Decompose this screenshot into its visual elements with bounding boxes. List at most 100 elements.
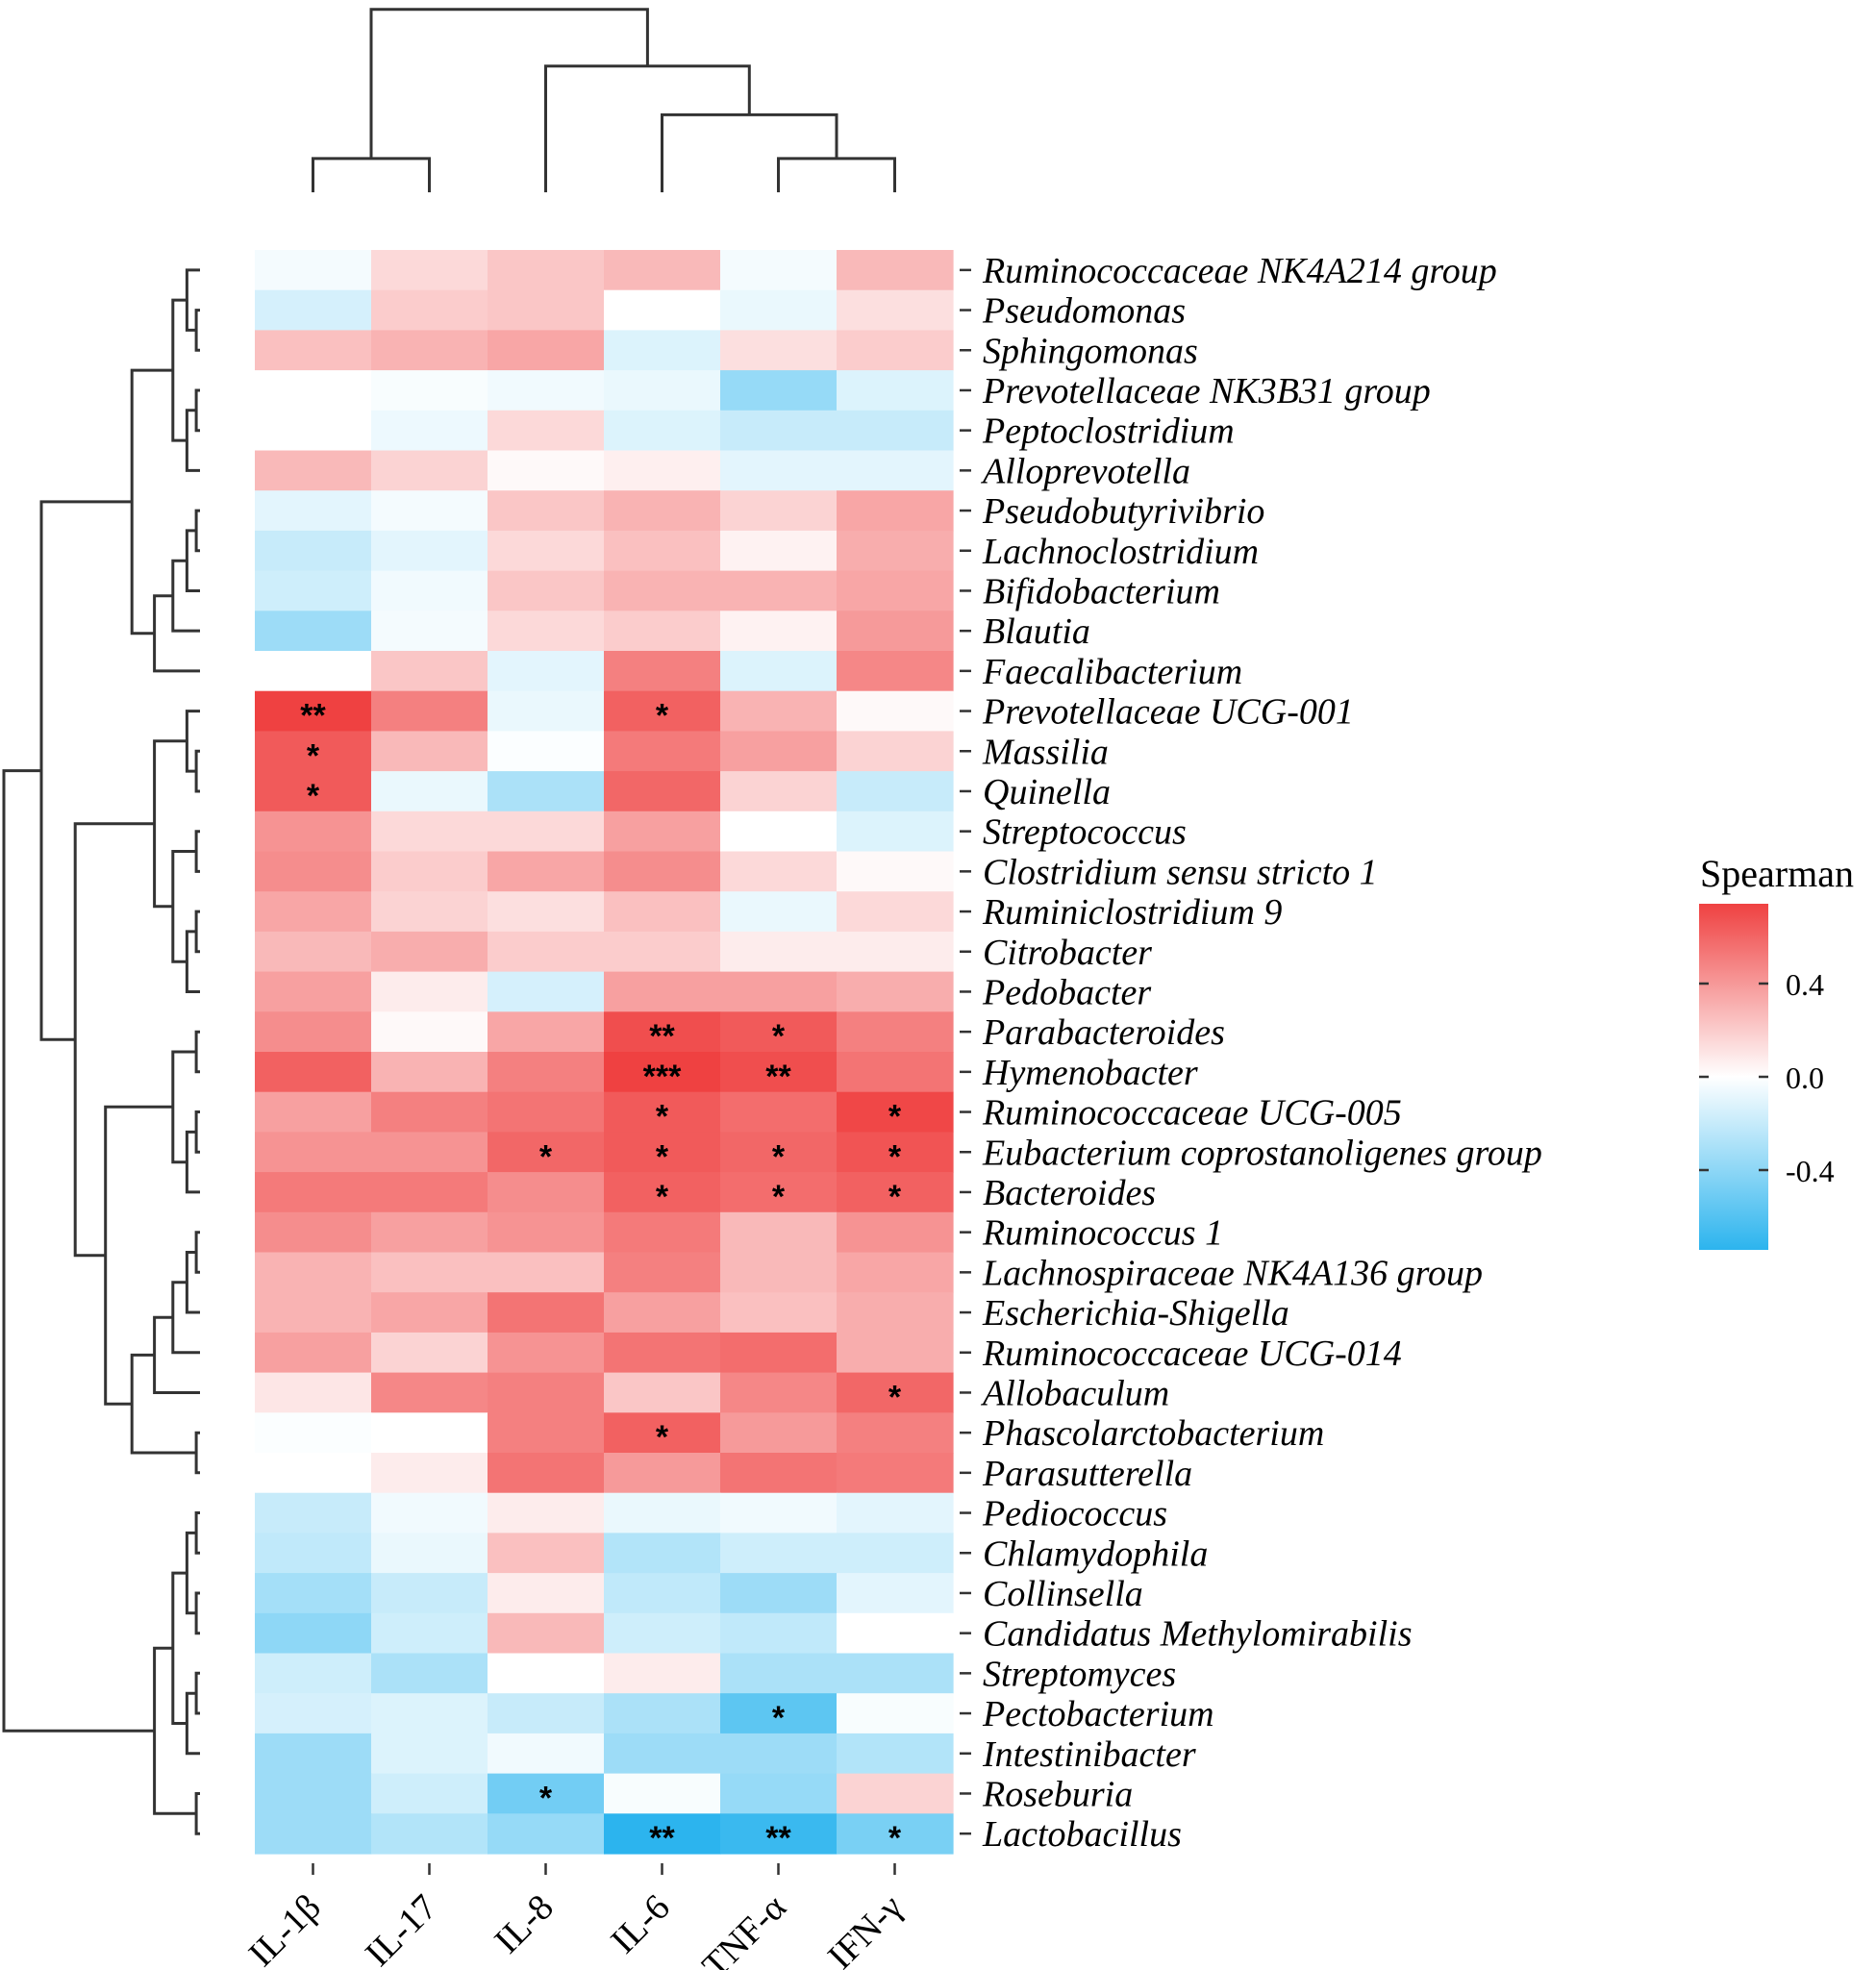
heatmap-cell — [255, 1813, 372, 1855]
heatmap-cell — [837, 330, 954, 371]
heatmap-cell — [255, 410, 372, 452]
heatmap-cell — [720, 891, 838, 933]
heatmap-cell — [255, 1091, 372, 1133]
row-label: Prevotellaceae NK3B31 group — [982, 371, 1431, 411]
heatmap-cell — [488, 1091, 605, 1133]
row-label: Streptomyces — [983, 1654, 1176, 1694]
heatmap-cell — [837, 971, 954, 1012]
heatmap-cell — [255, 851, 372, 892]
row-dendrogram-branch — [194, 1671, 200, 1715]
heatmap-cell — [604, 1412, 721, 1454]
column-label: TNF-α — [694, 1887, 794, 1970]
heatmap-cell — [255, 1211, 372, 1254]
row-dendrogram-branch — [194, 509, 200, 553]
row-label: Ruminiclostridium 9 — [982, 892, 1282, 933]
heatmap-cell — [720, 1252, 838, 1293]
heatmap-cell — [255, 530, 372, 572]
heatmap-cell — [488, 530, 605, 572]
heatmap-cell — [255, 1733, 372, 1775]
heatmap-cell — [371, 1733, 488, 1775]
heatmap-cell — [720, 1292, 838, 1334]
row-dendrogram-branch — [185, 930, 200, 993]
heatmap-cell — [371, 891, 488, 933]
heatmap-cell — [371, 651, 488, 692]
row-dendrogram-branch — [185, 409, 200, 472]
heatmap-cell — [488, 250, 605, 291]
heatmap-cell — [371, 1653, 488, 1694]
row-label: Pediococcus — [982, 1494, 1167, 1534]
row-label: Lachnoclostridium — [982, 532, 1259, 572]
heatmap-cell — [720, 1733, 838, 1775]
column-label: IL-17 — [358, 1887, 445, 1970]
heatmap-cell — [488, 931, 605, 973]
heatmap-cell — [488, 1813, 605, 1855]
row-dendrogram-branch — [194, 749, 200, 793]
heatmap-cell — [720, 690, 838, 732]
heatmap-cell — [371, 1132, 488, 1173]
heatmap-cell — [837, 1052, 954, 1093]
heatmap-cell — [371, 450, 488, 491]
heatmap-cell — [604, 1091, 721, 1133]
column-label: IL-6 — [603, 1887, 677, 1961]
heatmap-cell — [371, 1612, 488, 1655]
significance-marks: ** ***** **** *** ** * * ** * ******* ** * — [300, 698, 902, 1858]
heatmap-cell — [604, 1653, 721, 1694]
heatmap-cell — [837, 1453, 954, 1494]
row-label: Massilia — [982, 732, 1109, 772]
heatmap-cell — [371, 410, 488, 452]
heatmap-cell — [371, 250, 488, 291]
heatmap-cell — [604, 1372, 721, 1413]
row-dendrogram-branch — [194, 1431, 200, 1475]
heatmap-cell — [371, 1573, 488, 1614]
heatmap-cell — [371, 330, 488, 371]
heatmap-cell — [720, 1612, 838, 1655]
heatmap-cell — [604, 1573, 721, 1614]
heatmap-cell — [837, 1412, 954, 1454]
heatmap-cell — [488, 1332, 605, 1374]
heatmap-cell — [604, 1211, 721, 1254]
row-label: Hymenobacter — [982, 1053, 1198, 1093]
heatmap-cell — [255, 891, 372, 933]
heatmap-cell — [720, 971, 838, 1012]
heatmap-cell — [488, 1612, 605, 1655]
heatmap-cell — [837, 810, 954, 853]
row-label: Clostridium sensu stricto 1 — [983, 852, 1378, 892]
row-dendrogram — [2, 268, 200, 1835]
heatmap-cell — [371, 1172, 488, 1213]
heatmap-cell — [837, 250, 954, 291]
row-label: Prevotellaceae UCG-001 — [982, 692, 1354, 733]
heatmap-cell — [604, 1773, 721, 1814]
heatmap-cell — [488, 450, 605, 491]
heatmap-cell — [604, 1533, 721, 1574]
heatmap-cell — [255, 1332, 372, 1374]
heatmap-cell — [604, 1292, 721, 1334]
heatmap-cell — [371, 810, 488, 853]
heatmap-cell — [837, 851, 954, 892]
heatmap-cell — [255, 971, 372, 1012]
heatmap-cell — [720, 1172, 838, 1213]
heatmap-cell — [488, 1292, 605, 1334]
heatmap-cell — [604, 1052, 721, 1093]
heatmap-cell — [720, 1653, 838, 1694]
significance-mark: * — [307, 737, 320, 774]
heatmap-cell — [604, 570, 721, 611]
heatmap-cell — [488, 891, 605, 933]
heatmap-cell — [371, 1372, 488, 1413]
heatmap-cell — [720, 1693, 838, 1734]
heatmap-cell — [604, 971, 721, 1012]
row-label: Quinella — [983, 772, 1111, 812]
legend-tick-label: 0.0 — [1786, 1060, 1824, 1095]
row-dendrogram-branch — [130, 368, 173, 636]
heatmap-cell — [371, 1292, 488, 1334]
heatmap-cell — [488, 410, 605, 452]
heatmap-cell — [837, 1252, 954, 1293]
row-label: Alloprevotella — [980, 451, 1190, 491]
significance-mark: ** — [300, 698, 326, 735]
heatmap-cell — [255, 1612, 372, 1655]
heatmap-cell — [720, 1573, 838, 1614]
heatmap-cell — [720, 1492, 838, 1534]
heatmap-cell — [255, 931, 372, 973]
heatmap-cell — [837, 289, 954, 331]
heatmap-cell — [720, 1813, 838, 1855]
heatmap-cell — [255, 651, 372, 692]
